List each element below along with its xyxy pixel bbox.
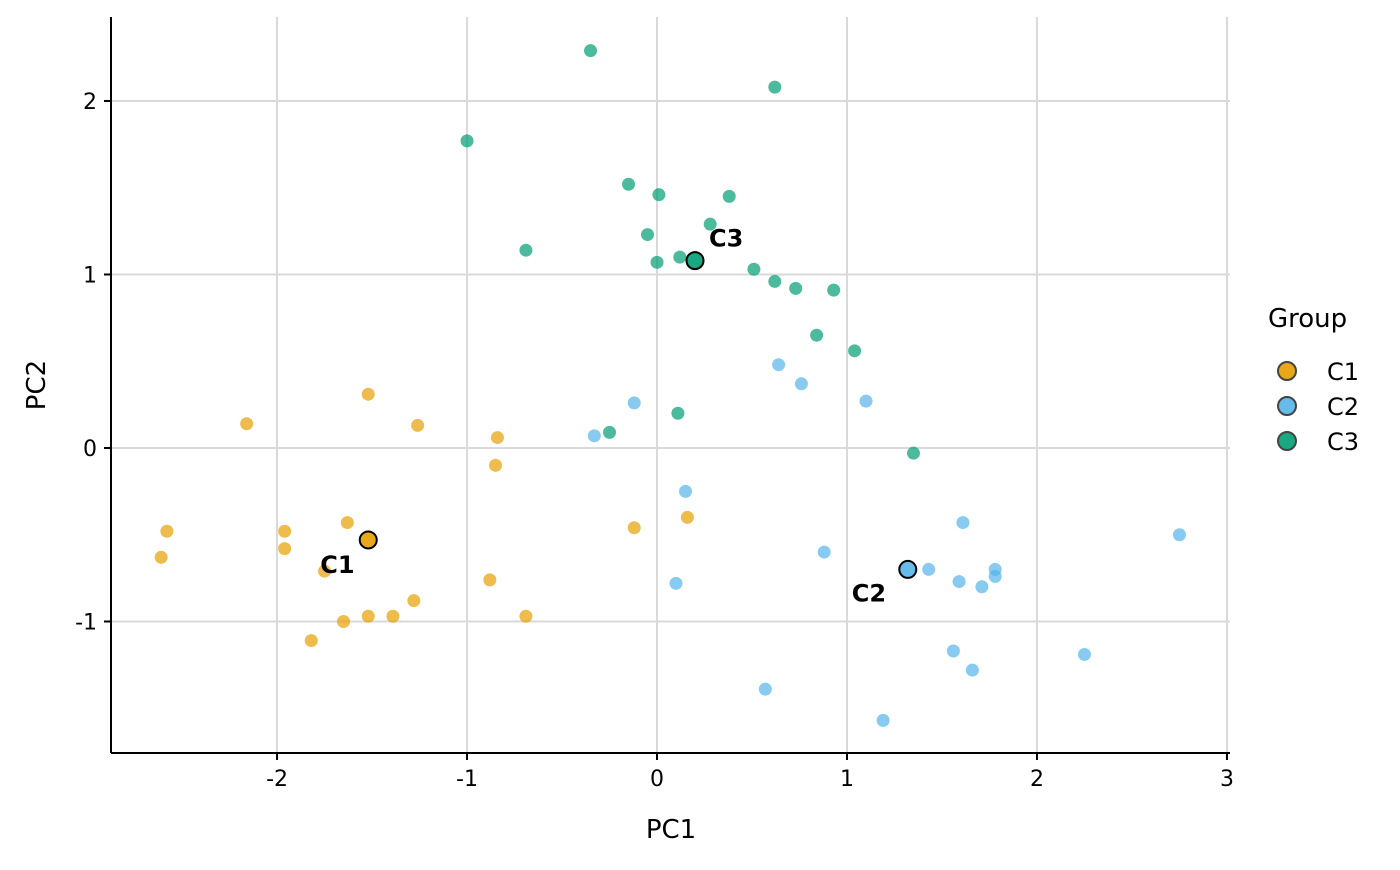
y-tick-label: 1	[83, 263, 97, 288]
data-point-c2	[988, 569, 1002, 583]
data-point-c3	[810, 328, 824, 342]
data-point-c3	[603, 425, 617, 439]
data-point-c1	[519, 609, 533, 623]
data-point-c2	[679, 484, 693, 498]
data-point-c2	[952, 575, 966, 589]
data-point-c3	[848, 344, 862, 358]
data-point-c2	[1077, 647, 1091, 661]
data-point-c1	[318, 564, 332, 578]
data-point-c2	[975, 580, 989, 594]
centroid-label: C2	[852, 579, 886, 607]
data-point-c1	[361, 609, 375, 623]
data-point-c3	[622, 177, 636, 191]
data-point-c3	[827, 283, 841, 297]
data-point-c3	[703, 217, 717, 231]
data-point-c3	[652, 188, 666, 202]
centroids: C1 C2 C3	[320, 225, 918, 607]
data-points	[154, 44, 1186, 727]
data-point-c1	[154, 550, 168, 564]
data-point-c2	[956, 516, 970, 530]
data-point-c1	[240, 417, 254, 431]
data-point-c1	[407, 594, 421, 608]
data-point-c2	[922, 562, 936, 576]
data-point-c3	[671, 406, 685, 420]
x-tick-label: 0	[650, 767, 664, 792]
data-point-c3	[673, 250, 687, 264]
data-point-c3	[460, 134, 474, 148]
data-point-c2	[817, 545, 831, 559]
data-point-c1	[680, 510, 694, 524]
x-axis-label: PC1	[646, 815, 696, 845]
data-point-c2	[772, 358, 786, 372]
data-point-c3	[906, 446, 920, 460]
data-point-c3	[650, 255, 664, 269]
x-tick-label: 3	[1220, 767, 1234, 792]
centroid-label: C1	[320, 551, 354, 579]
y-axis-label: PC2	[22, 360, 52, 410]
centroid-c3	[685, 251, 705, 271]
data-point-c1	[386, 609, 400, 623]
data-point-c3	[641, 228, 655, 242]
data-point-c1	[627, 521, 641, 535]
y-tick-label: 0	[83, 437, 97, 462]
data-point-c1	[278, 524, 292, 538]
data-point-c2	[758, 682, 772, 696]
centroid-c1	[358, 530, 378, 550]
data-point-c2	[627, 396, 641, 410]
legend-title: Group	[1268, 304, 1347, 334]
axes: -2 -1 0 1 2 3 -1 0 1 2	[75, 17, 1234, 792]
y-tick-label: -1	[75, 610, 97, 635]
x-tick-label: 2	[1030, 767, 1044, 792]
legend-label: C2	[1327, 393, 1359, 421]
data-point-c1	[337, 614, 351, 628]
data-point-c3	[747, 262, 761, 276]
x-tick-label: 1	[840, 767, 854, 792]
data-point-c3	[722, 189, 736, 203]
data-point-c1	[489, 458, 503, 472]
data-point-c2	[876, 713, 890, 727]
legend-label: C1	[1327, 358, 1359, 386]
data-point-c1	[304, 634, 318, 648]
legend-key-c1	[1277, 361, 1297, 381]
data-point-c3	[519, 243, 533, 257]
data-point-c1	[483, 573, 497, 587]
x-tick-label: -1	[456, 767, 478, 792]
centroid-c2	[898, 559, 918, 579]
data-point-c3	[768, 80, 782, 94]
data-point-c1	[361, 387, 375, 401]
y-tick-label: 2	[83, 90, 97, 115]
data-point-c3	[768, 274, 782, 288]
legend: Group C1 C2 C3	[1268, 304, 1359, 456]
data-point-c2	[859, 394, 873, 408]
data-point-c1	[490, 431, 504, 445]
legend-label: C3	[1327, 428, 1359, 456]
grid	[111, 17, 1230, 753]
data-point-c2	[965, 663, 979, 677]
data-point-c1	[160, 524, 174, 538]
centroid-label: C3	[709, 225, 743, 253]
legend-key-c3	[1277, 431, 1297, 451]
data-point-c1	[278, 542, 292, 556]
data-point-c2	[1172, 528, 1186, 542]
data-point-c1	[340, 516, 354, 530]
data-point-c2	[587, 429, 601, 443]
data-point-c3	[584, 44, 598, 58]
x-tick-label: -2	[266, 767, 288, 792]
legend-key-c2	[1277, 396, 1297, 416]
data-point-c2	[946, 644, 960, 658]
data-point-c3	[789, 281, 803, 295]
data-point-c2	[794, 377, 808, 391]
data-point-c1	[411, 418, 425, 432]
data-point-c2	[669, 576, 683, 590]
